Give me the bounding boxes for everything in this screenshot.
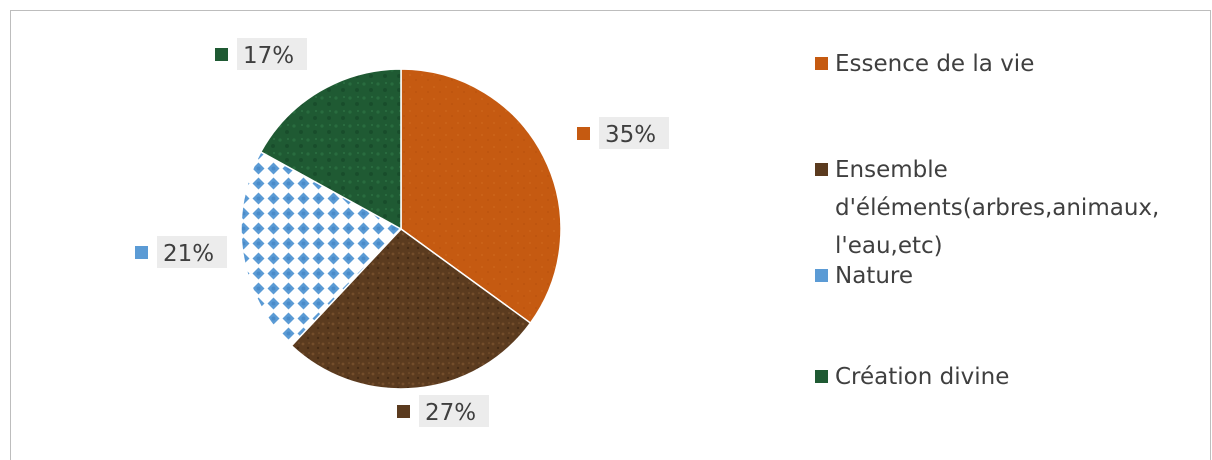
legend-item-creation: Création divine bbox=[815, 358, 1009, 396]
data-label-value: 21% bbox=[163, 241, 214, 267]
legend-label: Création divine bbox=[835, 364, 1010, 390]
legend-label: Nature bbox=[835, 263, 913, 289]
data-label-27pct: 27% bbox=[397, 395, 489, 427]
pie-slices bbox=[240, 68, 562, 390]
data-label-background bbox=[599, 117, 669, 149]
data-label-17pct: 17% bbox=[215, 38, 307, 70]
data-label-background bbox=[237, 38, 307, 70]
data-label-swatch bbox=[215, 48, 228, 61]
data-label-35pct: 35% bbox=[577, 117, 669, 149]
data-label-swatch bbox=[397, 405, 410, 418]
pie-slice-essence bbox=[400, 68, 562, 325]
pie-slice-ensemble bbox=[290, 228, 532, 390]
pie-data-labels: 35% 27% 21% 17% bbox=[135, 38, 669, 427]
pie-chart: 35% 27% 21% 17% bbox=[135, 38, 669, 427]
legend-item-ensemble: Ensemble d'éléments(arbres,animaux, l'ea… bbox=[815, 151, 1159, 265]
legend-item-nature: Nature bbox=[815, 257, 913, 295]
chart-frame: 35% 27% 21% 17% Essence de la vie Ensemble … bbox=[10, 10, 1211, 460]
legend-swatch-orange bbox=[815, 57, 828, 70]
data-label-value: 17% bbox=[243, 43, 294, 69]
data-label-value: 27% bbox=[425, 400, 476, 426]
pie-slice-creation bbox=[259, 68, 402, 231]
data-label-background bbox=[419, 395, 489, 427]
legend-swatch-green bbox=[815, 370, 828, 383]
data-label-swatch bbox=[135, 246, 148, 259]
legend-label: Ensemble d'éléments(arbres,animaux, l'ea… bbox=[835, 157, 1160, 259]
legend-swatch-brown bbox=[815, 163, 828, 176]
legend-item-essence: Essence de la vie bbox=[815, 45, 1034, 83]
pie-slice-nature bbox=[240, 150, 403, 347]
legend-swatch-blue bbox=[815, 269, 828, 282]
data-label-value: 35% bbox=[605, 122, 656, 148]
data-label-background bbox=[157, 236, 227, 268]
data-label-swatch bbox=[577, 127, 590, 140]
data-label-21pct: 21% bbox=[135, 236, 227, 268]
legend-label: Essence de la vie bbox=[835, 51, 1035, 77]
